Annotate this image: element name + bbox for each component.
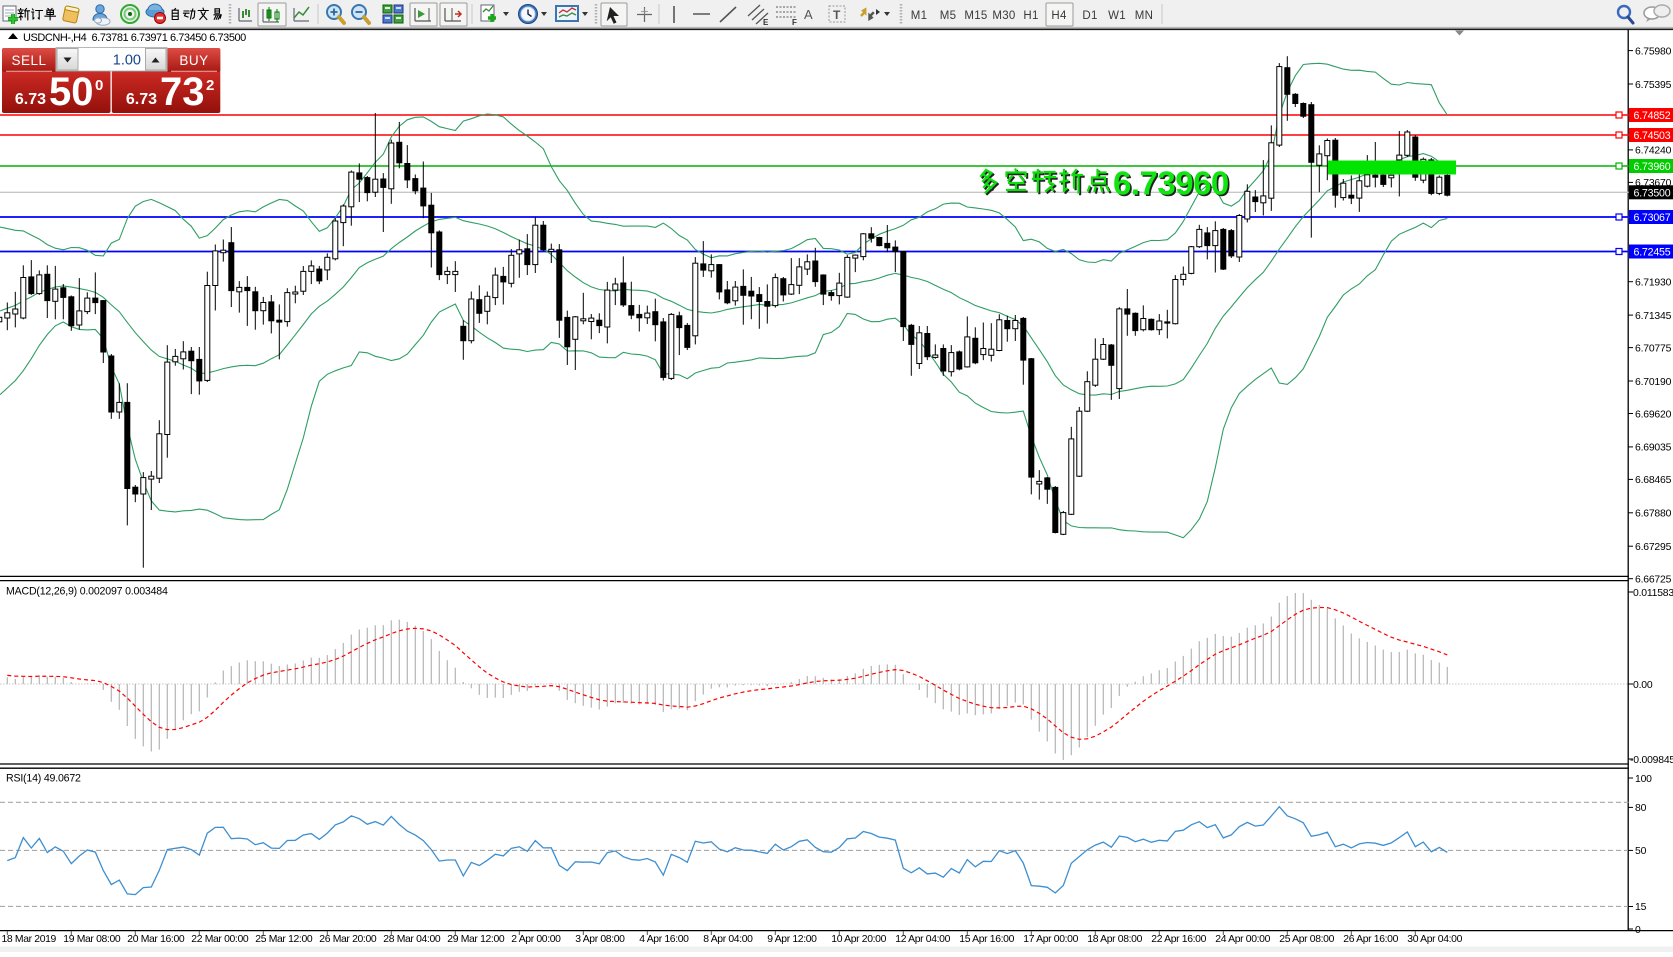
svg-text:H1: H1 (1023, 10, 1038, 22)
svg-text:6.73960: 6.73960 (1115, 166, 1231, 203)
svg-text:30 Apr 04:00: 30 Apr 04:00 (1407, 934, 1462, 945)
svg-text:A: A (804, 7, 813, 22)
svg-text:0: 0 (95, 77, 103, 94)
svg-text:15 Apr 16:00: 15 Apr 16:00 (959, 934, 1014, 945)
svg-text:9 Apr 12:00: 9 Apr 12:00 (767, 934, 817, 945)
svg-text:M1: M1 (911, 10, 928, 22)
svg-text:4 Apr 16:00: 4 Apr 16:00 (639, 934, 689, 945)
svg-text:-0.009845: -0.009845 (1630, 755, 1673, 766)
svg-text:26 Apr 16:00: 26 Apr 16:00 (1343, 934, 1398, 945)
svg-text:MN: MN (1135, 10, 1154, 22)
svg-text:6.72455: 6.72455 (1634, 247, 1671, 259)
svg-text:3 Apr 08:00: 3 Apr 08:00 (575, 934, 625, 945)
svg-text:6.66725: 6.66725 (1635, 575, 1672, 586)
svg-text:6.73: 6.73 (15, 91, 46, 108)
svg-text:T: T (833, 8, 841, 22)
svg-text:6.71930: 6.71930 (1635, 278, 1672, 289)
svg-text:6.73067: 6.73067 (1634, 212, 1671, 224)
svg-text:22 Apr 16:00: 22 Apr 16:00 (1151, 934, 1206, 945)
svg-text:0.011583: 0.011583 (1633, 588, 1673, 599)
svg-text:6.73500: 6.73500 (1634, 187, 1671, 199)
svg-text:6.67295: 6.67295 (1635, 542, 1672, 553)
svg-text:100: 100 (1635, 774, 1652, 785)
svg-text:6.73960: 6.73960 (1634, 161, 1671, 173)
svg-text:6.68465: 6.68465 (1635, 475, 1672, 486)
svg-text:12 Apr 04:00: 12 Apr 04:00 (895, 934, 950, 945)
svg-text:19 Mar 08:00: 19 Mar 08:00 (63, 934, 121, 945)
svg-text:H4: H4 (1051, 10, 1067, 22)
svg-text:6.73: 6.73 (126, 91, 157, 108)
svg-text:M5: M5 (940, 10, 957, 22)
svg-text:18 Mar 2019: 18 Mar 2019 (2, 934, 57, 945)
svg-text:F: F (792, 18, 797, 27)
svg-text:80: 80 (1635, 803, 1647, 814)
svg-text:6.75980: 6.75980 (1635, 46, 1672, 57)
svg-text:29 Mar 12:00: 29 Mar 12:00 (447, 934, 505, 945)
svg-text:2: 2 (206, 77, 214, 94)
svg-text:6.71345: 6.71345 (1635, 311, 1672, 322)
svg-text:USDCNH-,H4 6.73781 6.73971 6.: USDCNH-,H4 6.73781 6.73971 6.73450 6.735… (23, 32, 246, 44)
svg-text:E: E (763, 18, 769, 27)
svg-text:26 Mar 20:00: 26 Mar 20:00 (319, 934, 377, 945)
svg-text:6.74852: 6.74852 (1634, 110, 1671, 122)
svg-text:6.74503: 6.74503 (1634, 130, 1671, 142)
svg-text:0: 0 (1635, 925, 1641, 936)
svg-text:20 Mar 16:00: 20 Mar 16:00 (127, 934, 185, 945)
svg-text:25 Apr 08:00: 25 Apr 08:00 (1279, 934, 1334, 945)
svg-text:6.75395: 6.75395 (1635, 80, 1672, 91)
svg-text:6.69620: 6.69620 (1635, 409, 1672, 420)
svg-text:RSI(14) 49.0672: RSI(14) 49.0672 (6, 773, 81, 785)
svg-text:0.00: 0.00 (1633, 680, 1653, 691)
svg-text:6.73670: 6.73670 (1635, 178, 1672, 189)
svg-text:15: 15 (1635, 902, 1647, 913)
svg-text:73: 73 (160, 70, 205, 114)
svg-text:8 Apr 04:00: 8 Apr 04:00 (703, 934, 753, 945)
svg-text:M15: M15 (964, 10, 987, 22)
svg-text:1.00: 1.00 (113, 53, 141, 69)
svg-text:10 Apr 20:00: 10 Apr 20:00 (831, 934, 886, 945)
svg-text:18 Apr 08:00: 18 Apr 08:00 (1087, 934, 1142, 945)
svg-text:6.67880: 6.67880 (1635, 509, 1672, 520)
svg-text:M30: M30 (992, 10, 1015, 22)
svg-text:17 Apr 00:00: 17 Apr 00:00 (1023, 934, 1078, 945)
svg-text:MACD(12,26,9) 0.002097 0.00348: MACD(12,26,9) 0.002097 0.003484 (6, 586, 168, 598)
svg-text:6.70190: 6.70190 (1635, 377, 1672, 388)
svg-text:6.69035: 6.69035 (1635, 443, 1672, 454)
svg-text:50: 50 (49, 70, 94, 114)
svg-text:D1: D1 (1082, 10, 1097, 22)
svg-text:W1: W1 (1108, 10, 1126, 22)
svg-text:24 Apr 00:00: 24 Apr 00:00 (1215, 934, 1270, 945)
svg-text:6.70775: 6.70775 (1635, 343, 1672, 354)
svg-text:25 Mar 12:00: 25 Mar 12:00 (255, 934, 313, 945)
svg-text:50: 50 (1635, 846, 1647, 857)
svg-text:BUY: BUY (179, 53, 208, 68)
svg-text:28 Mar 04:00: 28 Mar 04:00 (383, 934, 441, 945)
svg-text:22 Mar 00:00: 22 Mar 00:00 (191, 934, 249, 945)
svg-text:2 Apr 00:00: 2 Apr 00:00 (511, 934, 561, 945)
svg-text:SELL: SELL (11, 53, 46, 68)
svg-text:6.74240: 6.74240 (1635, 146, 1672, 157)
svg-text:6.73960: 6.73960 (1113, 165, 1229, 202)
